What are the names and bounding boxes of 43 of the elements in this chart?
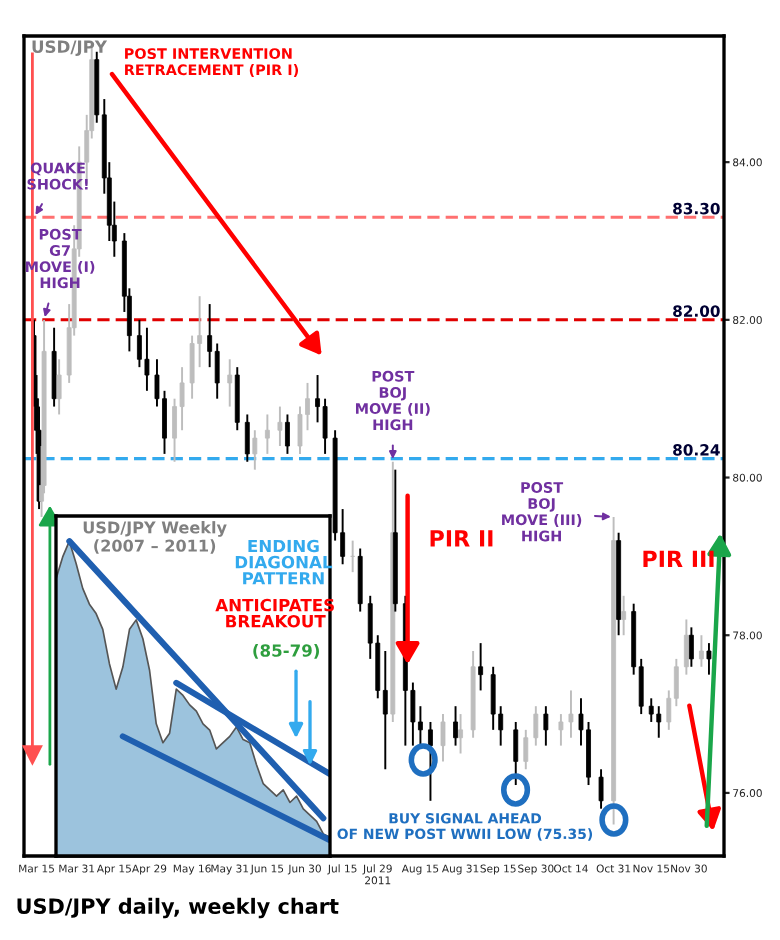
- candlestick: [523, 728, 529, 771]
- candlestick: [382, 650, 388, 771]
- chart-title: USD/JPY Weekly (2007 – 2011): [83, 521, 227, 554]
- candlestick: [621, 594, 627, 637]
- candlestick: [490, 665, 496, 731]
- candlestick: [189, 334, 195, 400]
- candlestick: [252, 429, 258, 471]
- candlestick: [688, 626, 694, 668]
- candlestick: [533, 705, 539, 747]
- candlestick: [234, 366, 240, 432]
- candlestick: [428, 720, 433, 802]
- candlestick: [453, 705, 458, 747]
- candlestick: [144, 326, 150, 392]
- candlestick: [568, 689, 574, 739]
- candlestick: [698, 634, 704, 668]
- candlestick: [458, 713, 463, 755]
- annotation: (85-79): [253, 643, 319, 659]
- candlestick: [558, 713, 564, 747]
- annotation: PIR II: [430, 530, 493, 547]
- candlestick: [227, 358, 233, 408]
- candlestick: [285, 413, 290, 455]
- candlestick: [264, 413, 270, 455]
- candlestick: [648, 697, 654, 723]
- candlestick: [706, 642, 712, 676]
- annotation: PIR III: [643, 550, 714, 567]
- candlestick: [598, 768, 604, 810]
- candlestick: [586, 720, 591, 787]
- candlestick: [136, 318, 142, 369]
- candlestick: [357, 547, 363, 613]
- candlestick: [440, 713, 446, 763]
- candlestick: [244, 413, 250, 463]
- candlestick: [656, 705, 662, 739]
- candlestick: [513, 720, 519, 787]
- candlestick: [297, 405, 303, 455]
- candlestick: [277, 405, 283, 447]
- candlestick: [56, 358, 62, 416]
- text: USD/JPY daily, weekly chart: [17, 897, 339, 919]
- chart-title: USD/JPY: [32, 40, 108, 57]
- candlestick: [214, 342, 220, 400]
- candlestick: [478, 642, 484, 692]
- candlestick: [683, 618, 689, 676]
- candlestick: [51, 326, 57, 408]
- candlestick: [543, 705, 549, 747]
